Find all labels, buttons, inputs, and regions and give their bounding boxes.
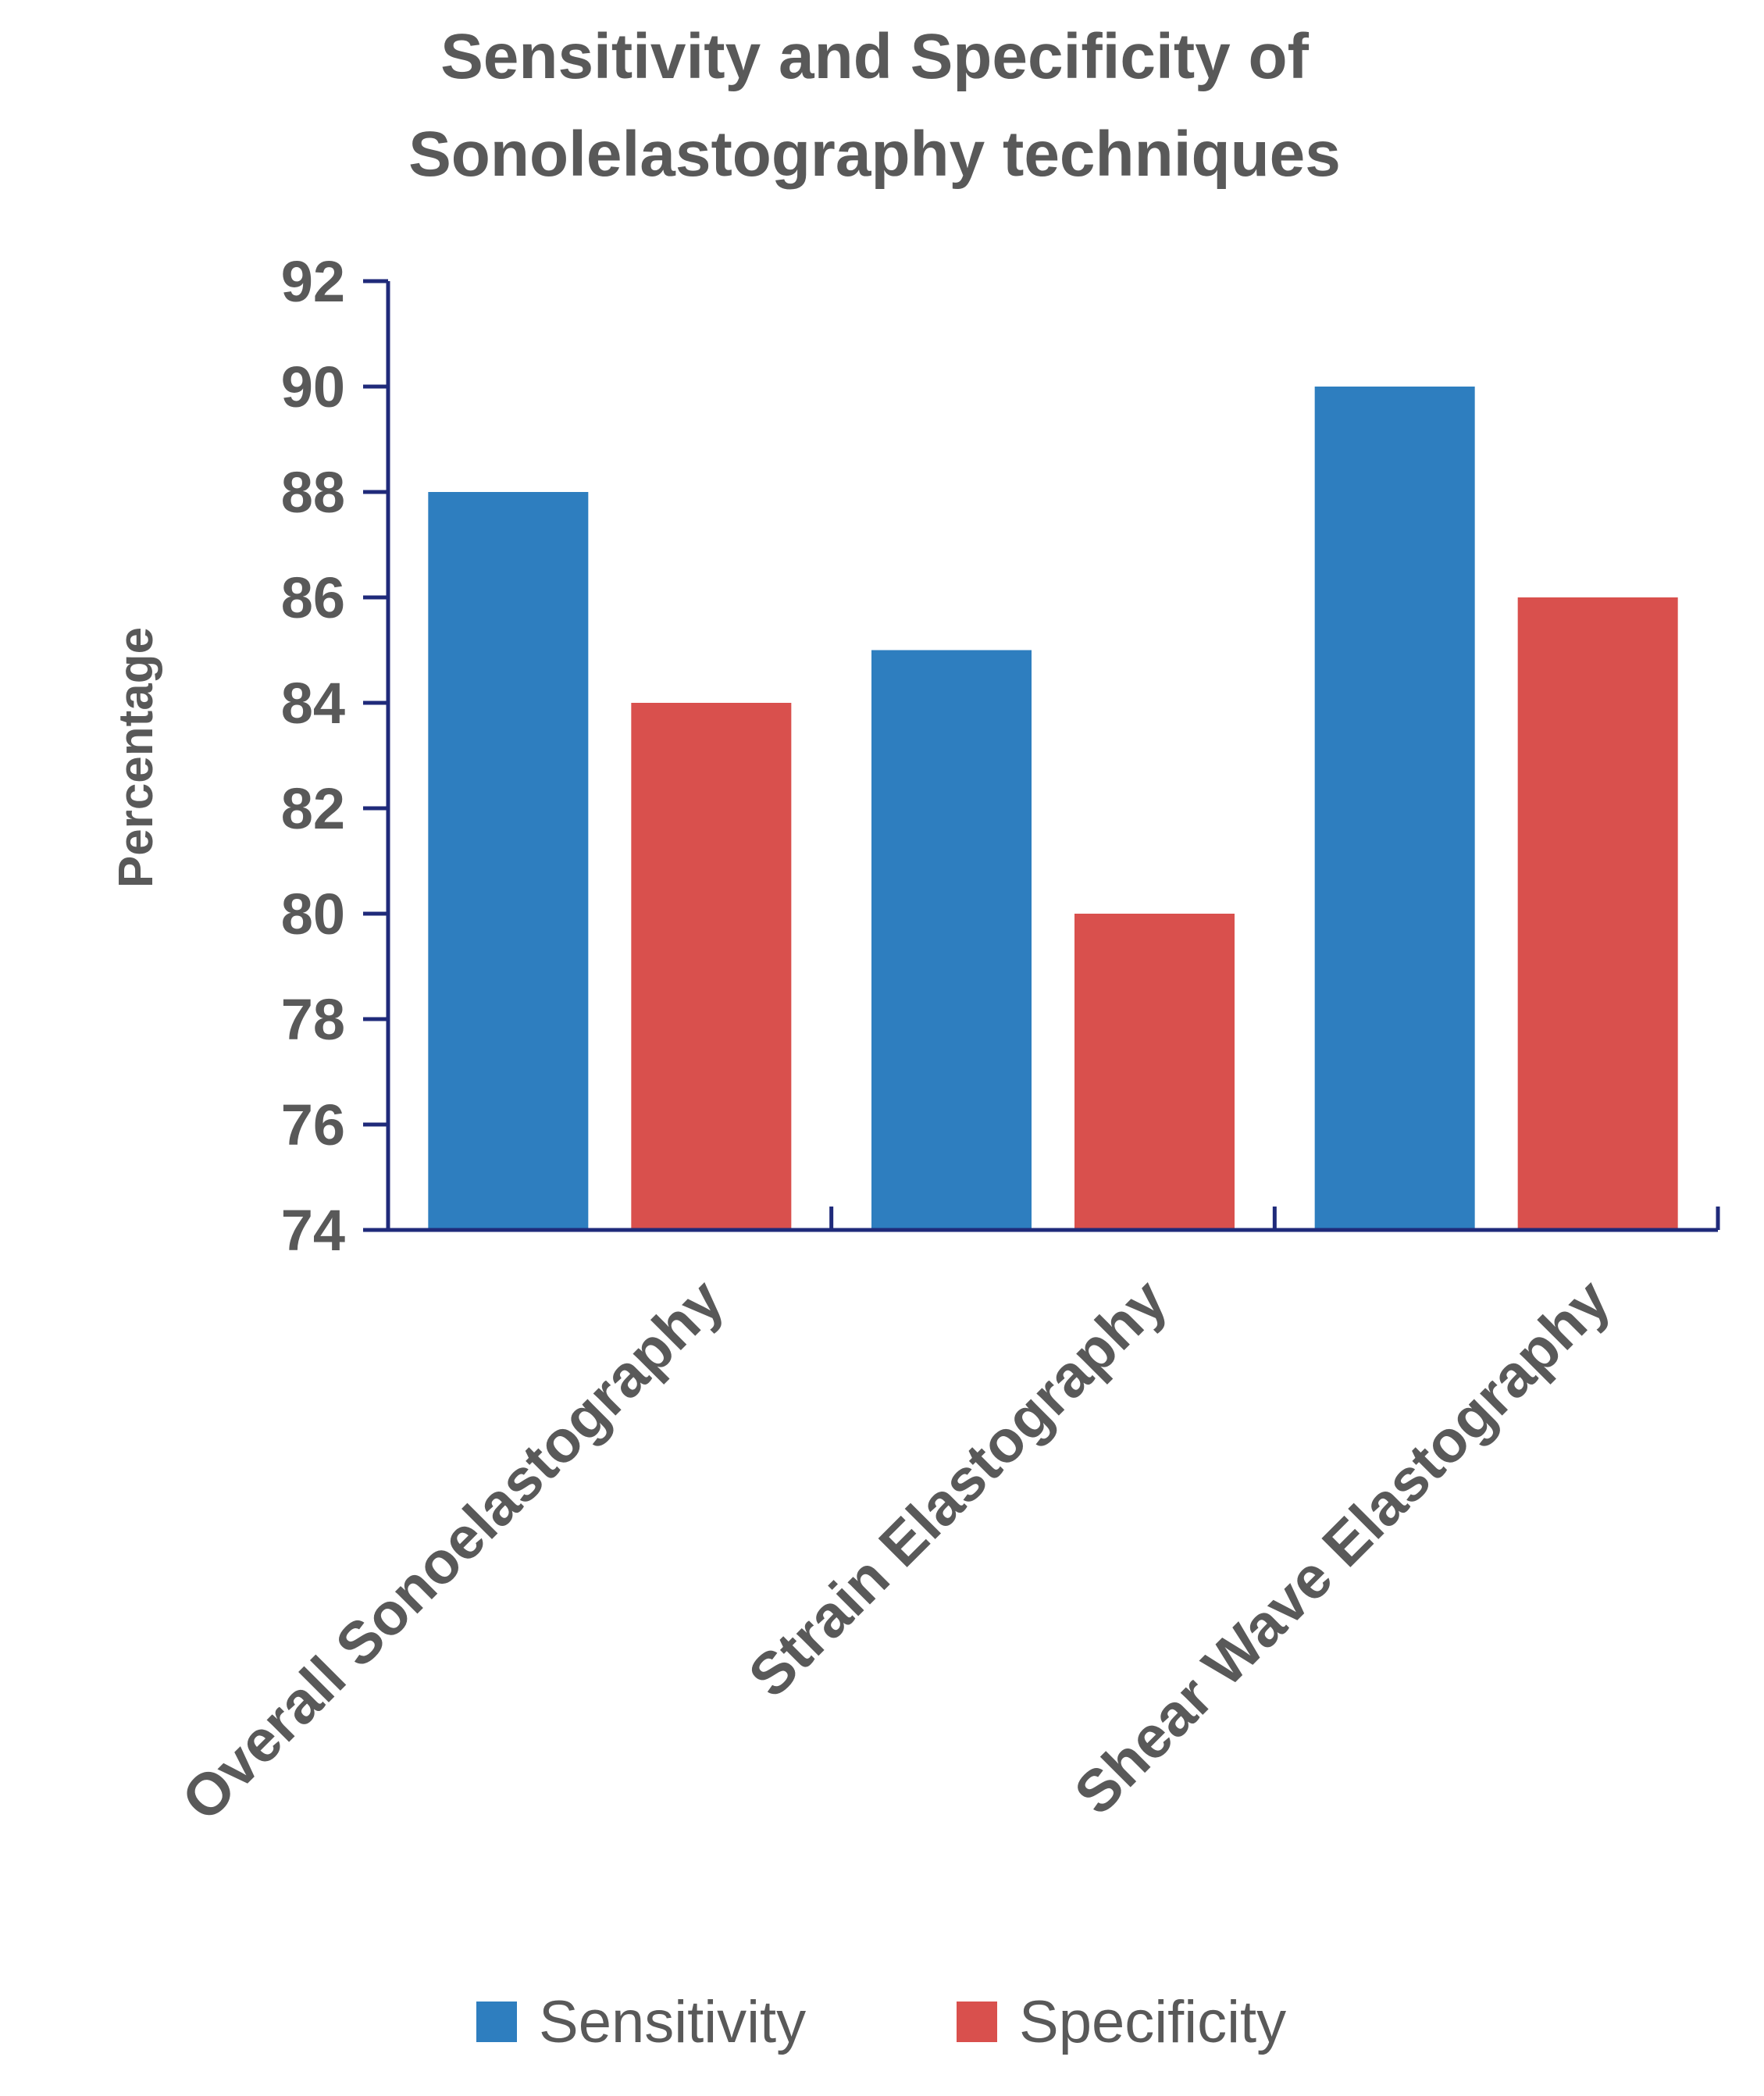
x-axis-labels: Overall Sonoelastography Strain Elastogra… (169, 1267, 1623, 1834)
y-tick-label: 78 (281, 987, 345, 1052)
bar-sensitivity-1 (428, 492, 589, 1230)
y-tick-label: 86 (281, 565, 345, 630)
bars-layer (428, 387, 1678, 1230)
y-tick-label: 92 (281, 249, 345, 314)
legend: Sensitivity Specificity (476, 1989, 1286, 2055)
bar-specificity-1 (631, 703, 792, 1230)
legend-label-specificity: Specificity (1019, 1989, 1286, 2055)
legend-label-sensitivity: Sensitivity (539, 1989, 806, 2055)
y-tick-label: 82 (281, 776, 345, 841)
bar-sensitivity-3 (1314, 387, 1475, 1230)
y-tick-label: 76 (281, 1093, 345, 1157)
y-axis-title: Percentage (109, 627, 163, 888)
y-tick-label: 88 (281, 460, 345, 525)
legend-swatch-sensitivity (476, 2002, 517, 2042)
chart-title: Sensitivity and Specificity of Sonolelas… (408, 21, 1341, 190)
bar-specificity-2 (1074, 914, 1235, 1230)
x-category-label: Strain Elastography (736, 1267, 1180, 1710)
x-category-label: Shear Wave Elastography (1062, 1267, 1623, 1827)
axes-layer (386, 281, 1720, 1232)
chart-title-line-2: Sonolelastography techniques (408, 119, 1341, 190)
legend-swatch-specificity (957, 2002, 997, 2042)
y-tick-label: 90 (281, 355, 345, 419)
bar-specificity-3 (1517, 597, 1678, 1230)
y-tick-label: 84 (281, 671, 345, 736)
bar-sensitivity-2 (871, 650, 1032, 1230)
y-tick-label: 80 (281, 882, 345, 946)
y-tick-label: 74 (281, 1198, 345, 1263)
chart-title-line-1: Sensitivity and Specificity of (440, 21, 1310, 92)
y-axis-ticks: 74 76 78 80 82 84 86 88 90 92 (281, 249, 388, 1263)
x-category-label: Overall Sonoelastography (169, 1267, 736, 1834)
